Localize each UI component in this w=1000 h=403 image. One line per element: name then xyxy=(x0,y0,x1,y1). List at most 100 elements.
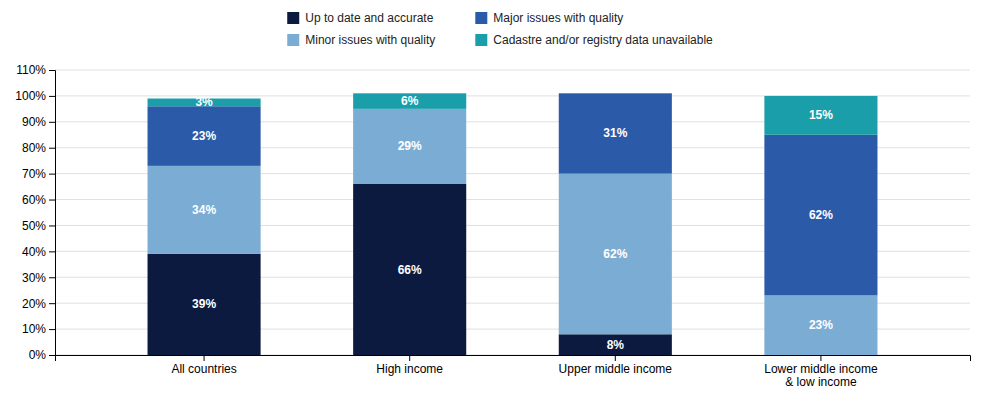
data-label: 66% xyxy=(398,263,422,277)
data-label: 3% xyxy=(195,95,213,109)
tick-label-line: High income xyxy=(376,362,443,376)
bar-segment xyxy=(764,295,877,355)
y-axis: 0% 10% 20% 30% 40% 50% 60% 70% 80% 90% 100% 110% xyxy=(15,63,55,362)
bar-segment xyxy=(148,254,261,355)
legend-item: Major issues with quality xyxy=(475,11,623,25)
tick-mark xyxy=(49,96,55,97)
tick-label: 0% xyxy=(29,348,47,362)
data-label: 34% xyxy=(192,203,216,217)
tick-label: 80% xyxy=(22,141,46,155)
bar-segment xyxy=(764,96,877,135)
legend-swatch xyxy=(287,12,299,24)
legend-label: Minor issues with quality xyxy=(305,33,435,47)
tick-mark xyxy=(49,277,55,278)
tick: Lower middle income& low income xyxy=(764,355,878,389)
grid xyxy=(55,70,970,355)
data-label: 15% xyxy=(809,108,833,122)
tick-mark xyxy=(49,329,55,330)
legend-label: Major issues with quality xyxy=(493,11,623,25)
tick-label: Lower middle income& low income xyxy=(764,362,878,390)
data-label: 29% xyxy=(398,139,422,153)
grid-line xyxy=(55,70,970,71)
plot-area: 39% 66% 8% 34% 29% 62% 23% 23% 31% 62% 3% 6% 15% 0% 10… xyxy=(15,63,970,389)
tick-label: 90% xyxy=(22,115,46,129)
tick-mark xyxy=(409,355,410,361)
bar-segment xyxy=(148,106,261,166)
tick-label: High income xyxy=(376,362,443,376)
tick: High income xyxy=(376,355,443,376)
legend-swatch xyxy=(287,34,299,46)
tick: 60% xyxy=(22,193,55,207)
tick-label: 70% xyxy=(22,167,46,181)
legend-swatch xyxy=(475,12,487,24)
tick-label: 50% xyxy=(22,219,46,233)
axis-line xyxy=(49,71,56,356)
tick: Upper middle income xyxy=(559,355,673,376)
tick-label-line: Upper middle income xyxy=(559,362,673,376)
bar-segment xyxy=(559,334,672,355)
tick: 40% xyxy=(22,245,55,259)
tick-label-line: All countries xyxy=(171,362,236,376)
tick-label: 60% xyxy=(22,193,46,207)
data-label: 39% xyxy=(192,297,216,311)
tick-label: 10% xyxy=(22,322,46,336)
data-label: 31% xyxy=(603,126,627,140)
tick-mark xyxy=(49,303,55,304)
tick: 50% xyxy=(22,219,55,233)
tick: 70% xyxy=(22,167,55,181)
data-label: 8% xyxy=(607,338,625,352)
legend-item: Minor issues with quality xyxy=(287,33,435,47)
data-label: 62% xyxy=(603,247,627,261)
tick-label: 30% xyxy=(22,271,46,285)
tick-mark xyxy=(49,148,55,149)
data-labels: 39% 66% 8% 34% 29% 62% 23% 23% 31% 62% 3% 6% 15% xyxy=(192,94,833,352)
data-label: 23% xyxy=(192,129,216,143)
bar-segment xyxy=(353,109,466,184)
tick: 10% xyxy=(22,322,55,336)
tick: 30% xyxy=(22,271,55,285)
tick-mark xyxy=(49,200,55,201)
tick-label: 20% xyxy=(22,297,46,311)
tick: All countries xyxy=(171,355,236,376)
tick-mark xyxy=(204,355,205,361)
bar-segment xyxy=(353,184,466,355)
legend-label: Cadastre and/or registry data unavailabl… xyxy=(493,33,713,47)
tick-label: 40% xyxy=(22,245,46,259)
bar-segment xyxy=(559,93,672,94)
x-axis: All countries High income Upper middle inc… xyxy=(56,355,971,389)
legend-label: Up to date and accurate xyxy=(305,11,433,25)
axis-line xyxy=(56,356,971,362)
tick: 110% xyxy=(16,63,55,77)
bar-segment xyxy=(559,93,672,173)
bar-segment xyxy=(353,93,466,109)
legend: Up to date and accurate Minor issues with… xyxy=(287,11,713,47)
bar-segment xyxy=(148,166,261,254)
tick-mark xyxy=(49,122,55,123)
tick-mark xyxy=(49,70,55,71)
tick-mark xyxy=(820,355,821,361)
legend-swatch xyxy=(475,34,487,46)
tick: 90% xyxy=(22,115,55,129)
bars xyxy=(148,93,878,355)
chart: 39% 66% 8% 34% 29% 62% 23% 23% 31% 62% 3% 6% 15% 0% 10… xyxy=(0,0,1000,403)
tick: 100% xyxy=(15,89,55,103)
tick: 20% xyxy=(22,297,55,311)
data-label: 6% xyxy=(401,94,419,108)
tick-mark xyxy=(615,355,616,361)
data-label: 62% xyxy=(809,208,833,222)
tick-label: Upper middle income xyxy=(559,362,673,376)
bar-segment xyxy=(559,174,672,335)
legend-item: Cadastre and/or registry data unavailabl… xyxy=(475,33,713,47)
tick: 0% xyxy=(29,348,55,362)
tick-label: 110% xyxy=(16,63,46,77)
data-label: 23% xyxy=(809,318,833,332)
tick-mark xyxy=(49,355,55,356)
tick-label-line: Lower middle income xyxy=(764,362,878,376)
tick-mark xyxy=(49,174,55,175)
tick-label: All countries xyxy=(171,362,236,376)
legend-item: Up to date and accurate xyxy=(287,11,433,25)
tick: 80% xyxy=(22,141,55,155)
tick-mark xyxy=(49,225,55,226)
tick-label-line: & low income xyxy=(785,375,857,389)
bar-segment xyxy=(764,135,877,296)
